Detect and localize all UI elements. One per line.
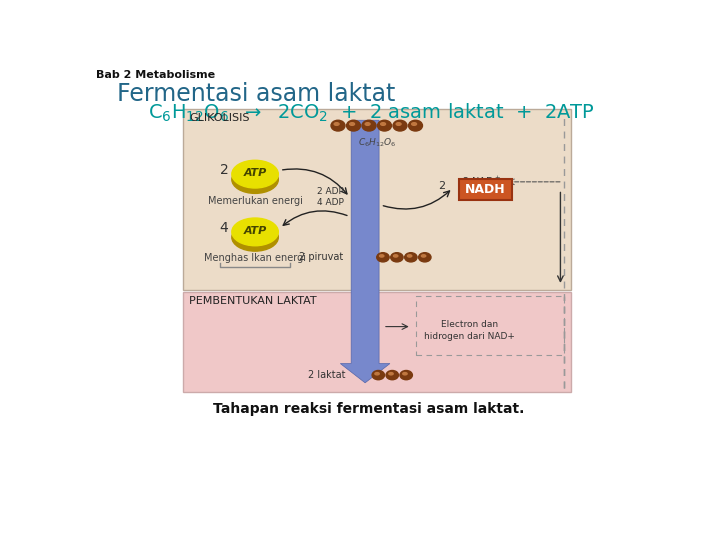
Ellipse shape	[396, 123, 401, 125]
Text: ATP: ATP	[243, 168, 266, 178]
Ellipse shape	[334, 123, 339, 125]
Ellipse shape	[331, 120, 345, 131]
Ellipse shape	[377, 253, 389, 262]
Text: 2 piruvat: 2 piruvat	[300, 252, 343, 262]
Ellipse shape	[412, 123, 417, 125]
Ellipse shape	[405, 253, 417, 262]
Ellipse shape	[389, 373, 393, 375]
Ellipse shape	[400, 370, 413, 380]
Text: Tahapan reaksi fermentasi asam laktat.: Tahapan reaksi fermentasi asam laktat.	[213, 402, 525, 416]
Ellipse shape	[232, 166, 279, 193]
Ellipse shape	[386, 370, 398, 380]
Text: NADH: NADH	[465, 183, 505, 196]
Ellipse shape	[393, 120, 407, 131]
Text: $C_6H_{12}O_6$: $C_6H_{12}O_6$	[358, 137, 396, 149]
Text: 4 ADP: 4 ADP	[317, 198, 343, 207]
Ellipse shape	[418, 253, 431, 262]
FancyBboxPatch shape	[459, 179, 512, 200]
Ellipse shape	[408, 255, 412, 257]
Ellipse shape	[408, 120, 423, 131]
Ellipse shape	[421, 255, 426, 257]
FancyBboxPatch shape	[183, 292, 570, 392]
Ellipse shape	[375, 373, 379, 375]
Text: GLIKOLISIS: GLIKOLISIS	[189, 112, 250, 123]
Text: 2 laktat: 2 laktat	[308, 370, 346, 380]
Polygon shape	[341, 120, 390, 383]
Text: 2 ADP: 2 ADP	[317, 187, 343, 197]
Text: 4: 4	[220, 221, 228, 235]
Text: 2: 2	[438, 181, 445, 191]
Ellipse shape	[394, 255, 398, 257]
Ellipse shape	[350, 123, 354, 125]
Ellipse shape	[377, 120, 392, 131]
FancyBboxPatch shape	[183, 109, 570, 289]
Ellipse shape	[402, 373, 407, 375]
Ellipse shape	[379, 255, 384, 257]
Ellipse shape	[232, 218, 279, 246]
Text: Electron dan
hidrogen dari NAD+: Electron dan hidrogen dari NAD+	[424, 320, 516, 341]
Ellipse shape	[362, 120, 376, 131]
Text: Bab 2 Metabolisme: Bab 2 Metabolisme	[96, 70, 215, 80]
Ellipse shape	[372, 370, 384, 380]
Text: 2 NAD$^+$: 2 NAD$^+$	[462, 176, 501, 188]
Text: Memerlukan energi: Memerlukan energi	[207, 195, 302, 206]
Text: Menghas lkan energi: Menghas lkan energi	[204, 253, 306, 264]
Ellipse shape	[232, 160, 279, 188]
Text: Fermentasi asam laktat: Fermentasi asam laktat	[117, 82, 395, 106]
Ellipse shape	[232, 224, 279, 251]
Ellipse shape	[391, 253, 403, 262]
Ellipse shape	[365, 123, 370, 125]
Text: 2: 2	[220, 163, 228, 177]
Text: ATP: ATP	[243, 226, 266, 236]
Text: PEMBENTUKAN LAKTAT: PEMBENTUKAN LAKTAT	[189, 296, 317, 306]
Ellipse shape	[381, 123, 385, 125]
Text: $\mathregular{C_6H_{12}O_6}$  $\rightarrow$  $\mathregular{2CO_2}$  +  2 asam la: $\mathregular{C_6H_{12}O_6}$ $\rightarro…	[148, 102, 595, 124]
Ellipse shape	[346, 120, 361, 131]
